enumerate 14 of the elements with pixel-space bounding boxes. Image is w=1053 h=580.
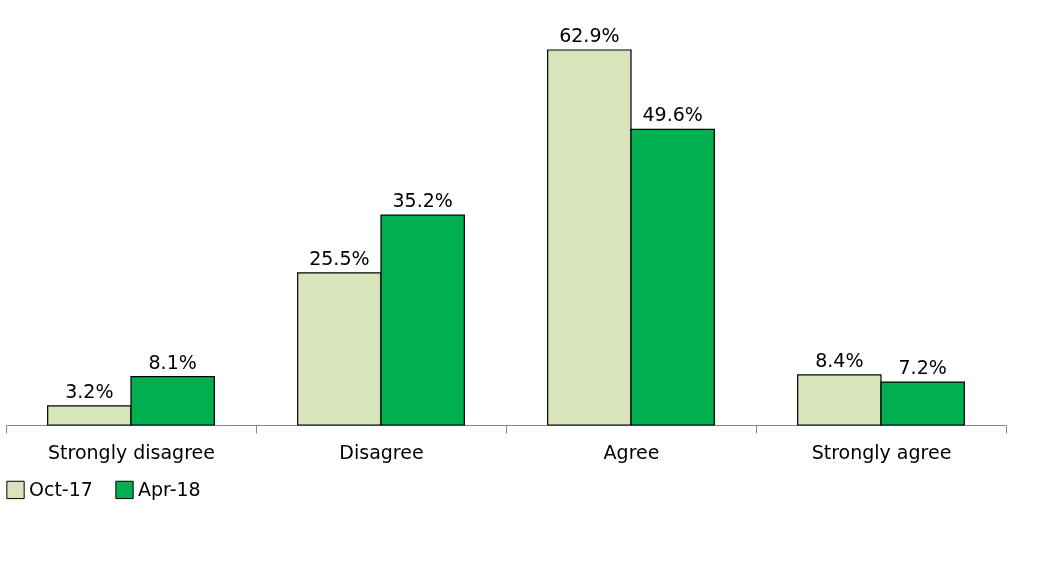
- x-tick-label: Disagree: [339, 440, 424, 463]
- data-label: 62.9%: [559, 24, 620, 46]
- data-label: 3.2%: [65, 379, 114, 402]
- data-label: 8.1%: [148, 350, 197, 373]
- data-label: 25.5%: [309, 246, 370, 269]
- data-label: 35.2%: [392, 189, 453, 212]
- legend-label: Oct-17: [29, 477, 93, 500]
- x-tick-label: Strongly agree: [811, 440, 952, 463]
- data-label: 7.2%: [898, 356, 947, 379]
- legend-label: Apr-18: [138, 477, 201, 500]
- data-label: 49.6%: [642, 103, 703, 126]
- x-tick-label: Strongly disagree: [48, 440, 215, 463]
- data-label: 8.4%: [815, 348, 864, 371]
- x-tick-label: Agree: [603, 440, 660, 463]
